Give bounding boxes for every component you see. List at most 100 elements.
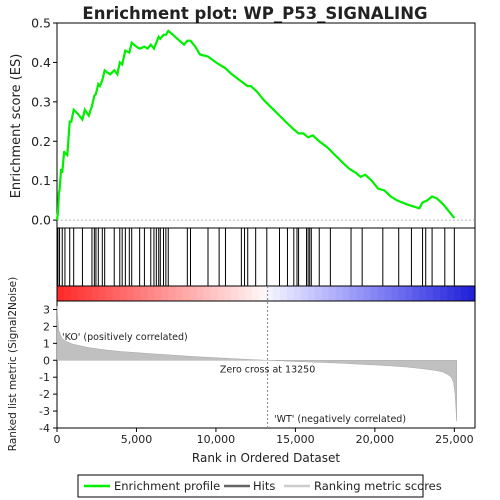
ranking-color-segment bbox=[147, 286, 156, 301]
ranking-color-segment bbox=[433, 286, 441, 301]
ranking-color-segment bbox=[377, 286, 386, 301]
metric-y-tick-label: 3 bbox=[43, 303, 50, 316]
x-tick-label: 25,000 bbox=[435, 433, 474, 446]
es-y-tick-label: 0.1 bbox=[31, 173, 51, 188]
metric-y-tick-label: 0 bbox=[43, 354, 50, 367]
ranking-color-segment bbox=[412, 286, 420, 301]
ranking-color-segment bbox=[391, 286, 399, 301]
ranking-color-segment bbox=[98, 286, 107, 301]
ranking-color-segment bbox=[363, 286, 372, 301]
ranking-color-segment bbox=[140, 286, 149, 301]
ranking-color-segment bbox=[196, 286, 204, 301]
ranking-color-segment bbox=[314, 286, 323, 301]
ranking-color-segment bbox=[182, 286, 190, 301]
ranking-color-segment bbox=[84, 286, 93, 301]
ranking-color-segment bbox=[328, 286, 337, 301]
ranking-color-segment bbox=[447, 286, 455, 301]
ranking-color-segment bbox=[161, 286, 170, 301]
ranking-color-segment bbox=[461, 286, 469, 301]
metric-y-tick-label: -2 bbox=[39, 388, 50, 401]
ranking-color-segment bbox=[154, 286, 163, 301]
ranking-color-segment bbox=[105, 286, 114, 301]
ranking-color-segment bbox=[77, 286, 86, 301]
ranking-color-segment bbox=[342, 286, 351, 301]
ranking-color-segment bbox=[189, 286, 197, 301]
ranking-color-segment bbox=[245, 286, 253, 301]
ranking-color-segment bbox=[321, 286, 330, 301]
es-y-axis-label: Enrichment score (ES) bbox=[9, 54, 24, 199]
ranking-color-segment bbox=[175, 286, 183, 301]
enrichment-profile-line bbox=[55, 29, 456, 221]
ranking-color-segment bbox=[259, 286, 267, 301]
ranking-color-segment bbox=[168, 286, 177, 301]
x-tick-label: 0 bbox=[54, 433, 61, 446]
metric-y-axis: -4 -3 -2 -1 0 1 2 3 bbox=[39, 303, 57, 435]
x-tick-label: 20,000 bbox=[356, 433, 395, 446]
legend-label-hits: Hits bbox=[253, 479, 275, 493]
es-y-tick-label: 0.3 bbox=[31, 94, 51, 109]
ranking-color-segment bbox=[286, 286, 295, 301]
zero-cross-label: Zero cross at 13250 bbox=[220, 364, 315, 375]
ranking-color-segment bbox=[91, 286, 100, 301]
ranking-color-segment bbox=[370, 286, 379, 301]
ranking-color-segment bbox=[126, 286, 135, 301]
ranking-color-segment bbox=[63, 286, 72, 301]
es-panel bbox=[56, 22, 476, 229]
ranking-color-segment bbox=[210, 286, 218, 301]
ranking-color-segment bbox=[419, 286, 427, 301]
ranking-color-segment bbox=[231, 286, 239, 301]
ranking-color-segment bbox=[112, 286, 121, 301]
ranking-color-segment bbox=[252, 286, 260, 301]
metric-y-axis-label: Ranked list metric (Signal2Noise) bbox=[7, 277, 19, 452]
x-tick-label: 15,000 bbox=[276, 433, 315, 446]
x-axis: 0 5,000 10,000 15,000 20,000 25,000 bbox=[54, 428, 474, 446]
legend-label-profile: Enrichment profile bbox=[114, 479, 220, 493]
metric-y-tick-label: -1 bbox=[39, 371, 50, 384]
positive-correlation-label: 'KO' (positively correlated) bbox=[62, 332, 188, 343]
ranking-color-segment bbox=[398, 286, 406, 301]
metric-y-tick-label: 1 bbox=[43, 337, 50, 350]
ranking-color-bar bbox=[57, 286, 476, 301]
hits-panel bbox=[56, 227, 476, 287]
legend-box bbox=[77, 474, 424, 498]
es-y-tick-label: 0.4 bbox=[31, 55, 51, 70]
ranking-color-segment bbox=[468, 286, 476, 301]
ranking-color-segment bbox=[272, 286, 281, 301]
ranking-color-segment bbox=[224, 286, 232, 301]
ranking-color-segment bbox=[356, 286, 365, 301]
ranking-color-segment bbox=[279, 286, 288, 301]
x-tick-label: 10,000 bbox=[197, 433, 236, 446]
ranking-color-segment bbox=[217, 286, 225, 301]
x-tick-label: 5,000 bbox=[121, 433, 153, 446]
ranking-color-segment bbox=[293, 286, 302, 301]
hit-markers bbox=[57, 228, 455, 286]
metric-y-tick-label: -3 bbox=[39, 405, 50, 418]
ranking-color-segment bbox=[133, 286, 142, 301]
es-y-axis: 0.0 0.1 0.2 0.3 0.4 0.5 bbox=[31, 16, 57, 228]
ranking-color-segment bbox=[454, 286, 462, 301]
ranking-color-segment bbox=[238, 286, 246, 301]
ranking-color-segment bbox=[384, 286, 392, 301]
ranking-color-segment bbox=[70, 286, 79, 301]
es-y-tick-label: 0.0 bbox=[31, 213, 51, 228]
metric-y-tick-label: 2 bbox=[43, 320, 50, 333]
ranking-color-segment bbox=[203, 286, 211, 301]
ranking-color-segment bbox=[349, 286, 358, 301]
ranking-color-segment bbox=[426, 286, 434, 301]
x-axis-label: Rank in Ordered Dataset bbox=[192, 451, 340, 465]
metric-y-tick-label: -4 bbox=[39, 422, 50, 435]
ranking-color-segment bbox=[440, 286, 448, 301]
ranking-color-segment bbox=[119, 286, 128, 301]
ranking-color-segment bbox=[307, 286, 316, 301]
ranking-color-segment bbox=[405, 286, 413, 301]
ranking-color-segment bbox=[57, 286, 65, 301]
ranking-color-segment bbox=[300, 286, 309, 301]
negative-correlation-label: 'WT' (negatively correlated) bbox=[274, 414, 406, 425]
chart-title: Enrichment plot: WP_P53_SIGNALING bbox=[82, 4, 427, 23]
ranking-color-segment bbox=[335, 286, 344, 301]
legend-label-metric: Ranking metric scores bbox=[314, 479, 442, 493]
ranking-color-segment bbox=[266, 286, 274, 301]
es-y-tick-label: 0.2 bbox=[31, 134, 51, 149]
